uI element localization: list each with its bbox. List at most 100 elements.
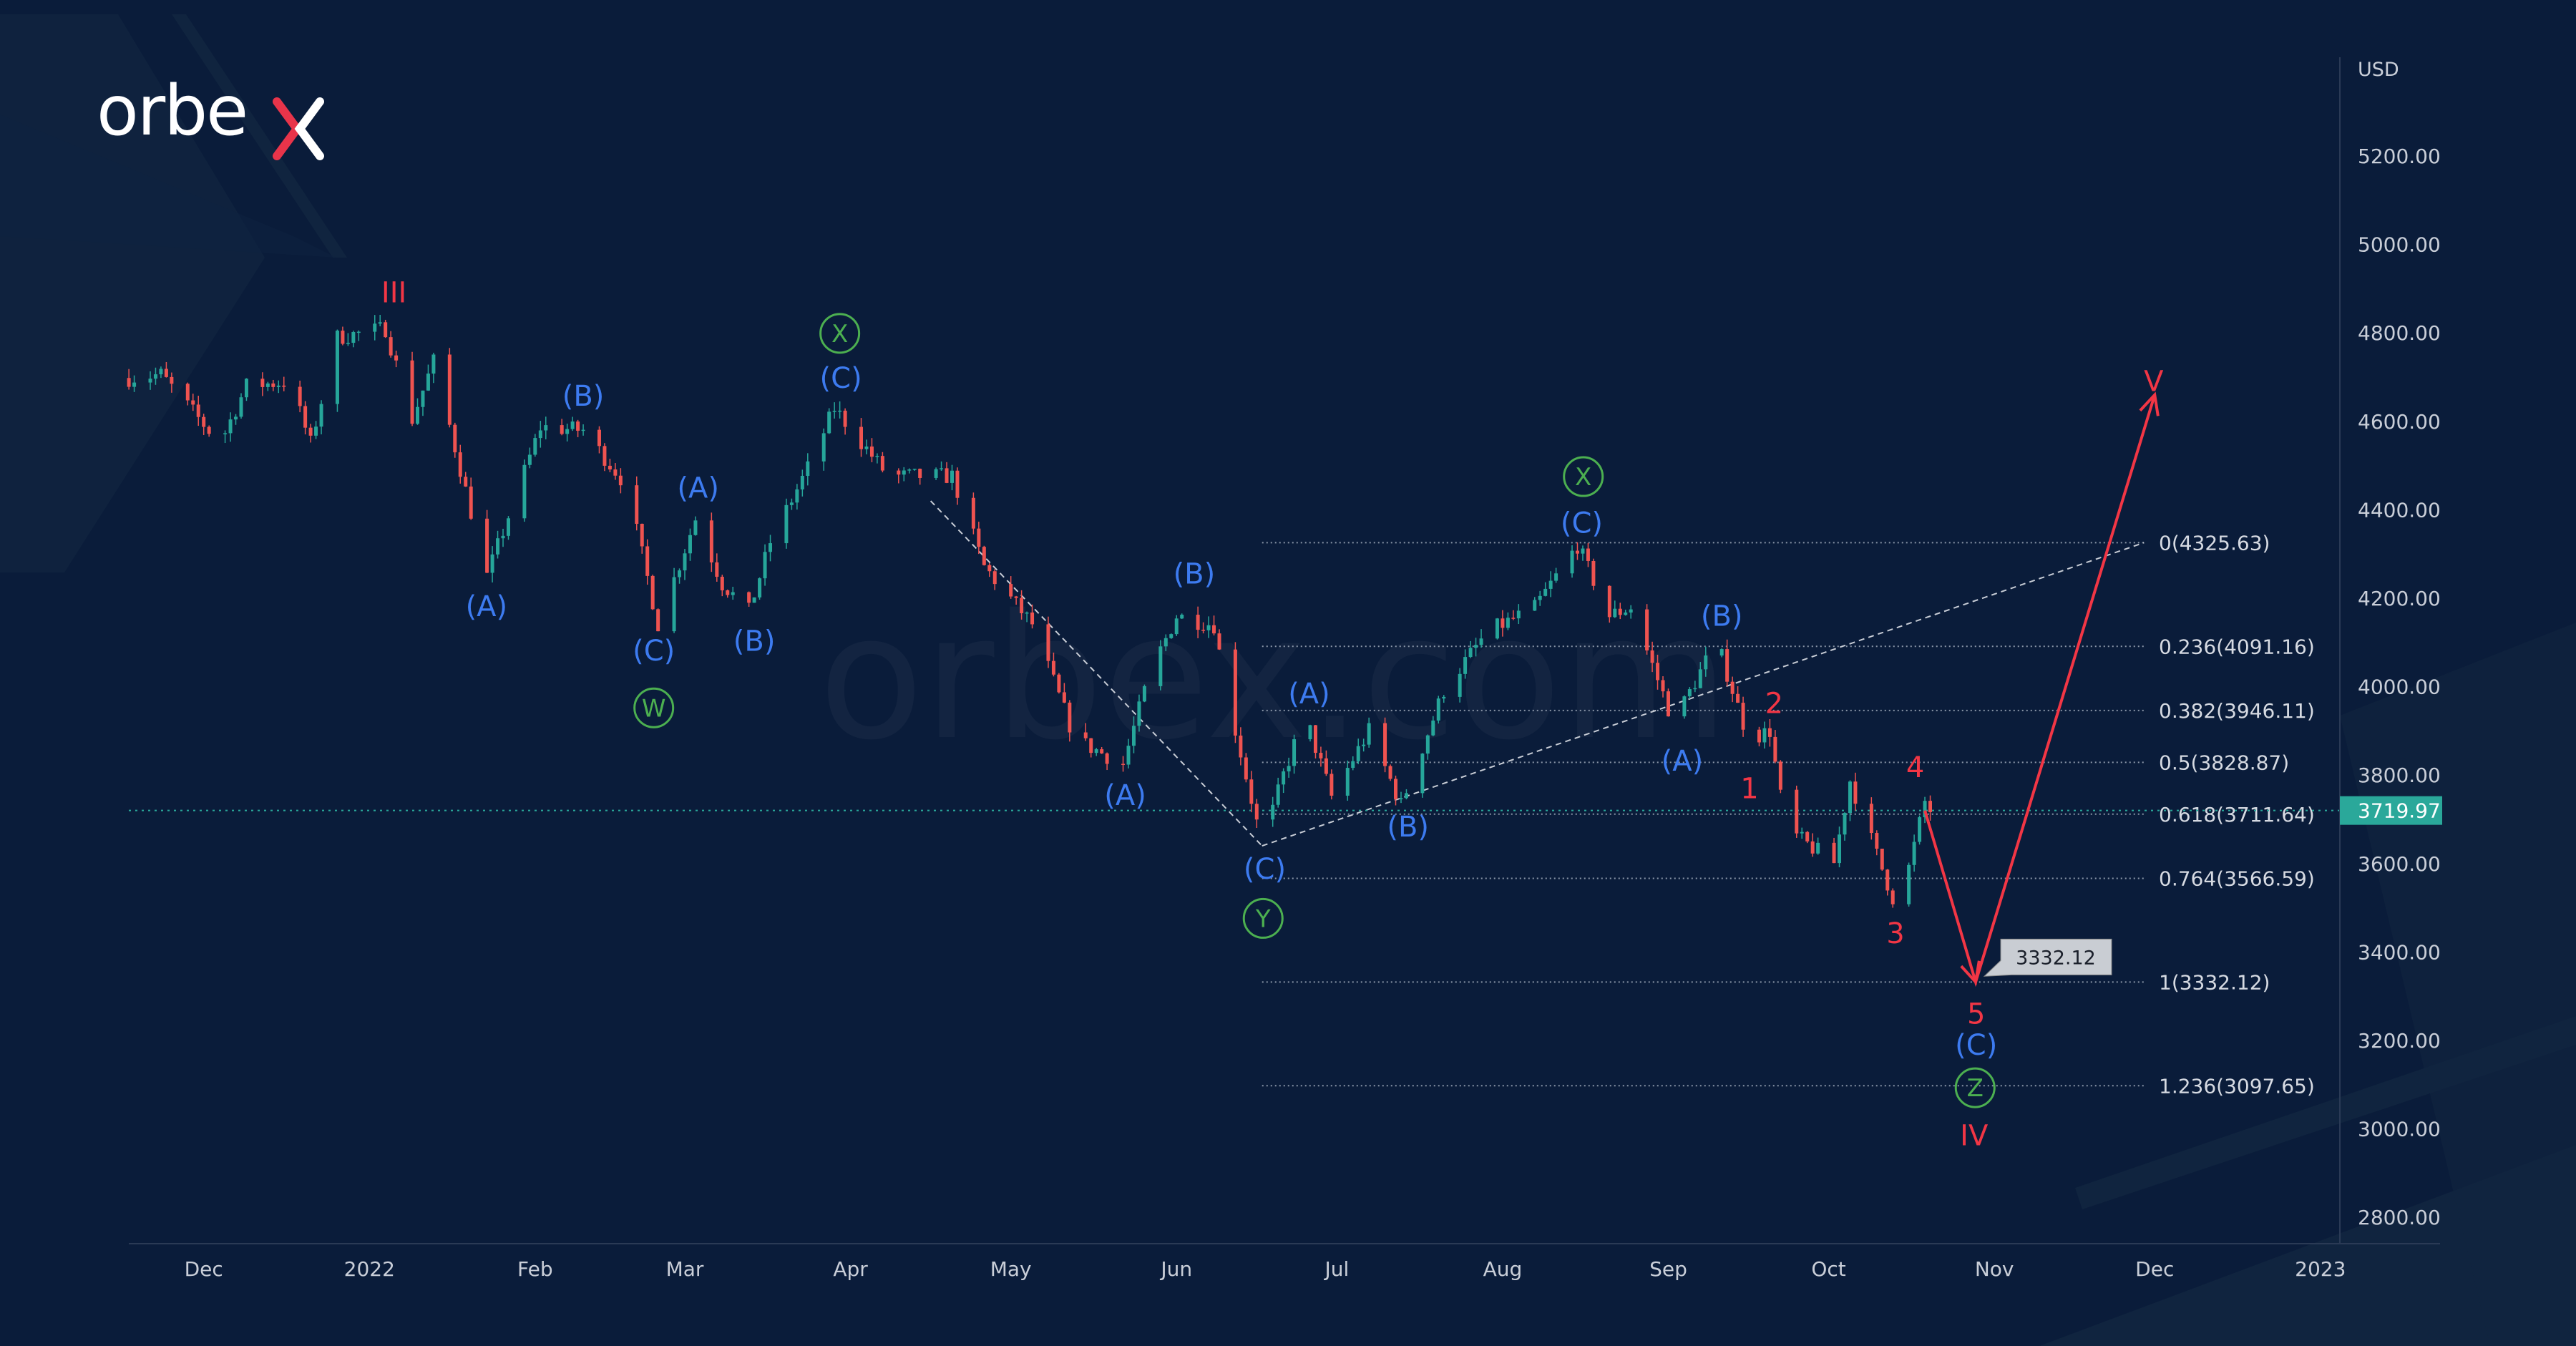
fib-level-label: 1.236(3097.65) xyxy=(2159,1074,2315,1098)
candle xyxy=(1163,634,1168,652)
wave-label-green: Y xyxy=(1242,897,1284,939)
candle-body xyxy=(282,385,286,387)
trend-lines[interactable] xyxy=(930,500,2145,847)
candle xyxy=(709,512,713,572)
candle-body xyxy=(795,489,799,503)
wave-label-blue: (C) xyxy=(1244,853,1286,886)
candle-body xyxy=(1693,688,1697,690)
candle-body xyxy=(522,464,527,519)
candle xyxy=(303,401,308,435)
fib-level-label: 0(4325.63) xyxy=(2159,531,2270,555)
candle-body xyxy=(560,425,564,434)
x-tick-label: Nov xyxy=(1975,1257,2014,1281)
time-axis[interactable]: Dec 2022 Feb Mar Apr May Jun Jul Aug Sep Oct Nov Dec… xyxy=(129,1243,2440,1281)
candle-body xyxy=(731,592,735,595)
candle xyxy=(977,522,981,555)
candle xyxy=(244,378,248,401)
wave-label-text: V xyxy=(2144,366,2164,399)
candle xyxy=(458,444,462,484)
forecast-arrows[interactable]: 3332.12 xyxy=(1923,391,2160,987)
candle xyxy=(1875,830,1879,856)
candle xyxy=(1928,795,1933,821)
candle xyxy=(341,326,345,346)
candle-body xyxy=(613,469,618,476)
candle xyxy=(1880,848,1884,871)
candle-body xyxy=(234,416,238,420)
wave-label-blue: (A) xyxy=(1662,745,1704,778)
candle-body xyxy=(1923,801,1927,818)
y-tick-label: 3400.00 xyxy=(2358,940,2441,964)
candle xyxy=(1548,571,1553,598)
candle-body xyxy=(1394,779,1398,799)
candle-body xyxy=(1313,725,1317,754)
candle-body xyxy=(1741,703,1745,730)
candle-body xyxy=(763,552,767,579)
wave-label-text: (C) xyxy=(1955,1029,1997,1062)
candle-body xyxy=(1661,680,1665,692)
candle xyxy=(843,408,847,435)
candle-body xyxy=(1912,842,1916,865)
candle-body xyxy=(1848,781,1852,814)
candle xyxy=(153,367,157,385)
candle xyxy=(533,434,537,457)
candle-body xyxy=(1719,649,1724,656)
candle xyxy=(1388,764,1392,781)
wave-label-text: X xyxy=(831,320,848,348)
dashed-trend-line[interactable] xyxy=(1262,542,2145,847)
candle-body xyxy=(132,382,137,387)
candle-body xyxy=(127,378,131,387)
wave-label-text: (C) xyxy=(1244,853,1286,886)
candle xyxy=(608,459,612,472)
candle xyxy=(1212,615,1216,635)
candle-body xyxy=(260,379,265,387)
candle-body xyxy=(1014,596,1018,598)
candle xyxy=(453,422,457,458)
candle-body xyxy=(683,553,687,571)
candle-body xyxy=(228,419,233,434)
candle xyxy=(683,549,687,580)
candle xyxy=(1404,789,1408,800)
candle xyxy=(185,382,190,406)
candle xyxy=(971,492,975,535)
candle xyxy=(196,396,200,426)
candle-body xyxy=(1330,774,1334,796)
candle xyxy=(1656,654,1660,690)
candle-body xyxy=(1249,779,1254,804)
candle xyxy=(1624,610,1628,616)
wave-label-text: W xyxy=(642,694,666,723)
candle xyxy=(1436,696,1440,724)
candle xyxy=(1885,869,1890,896)
fibonacci-retracement[interactable]: 0(4325.63) 0.236(4091.16) 0.382(3946.11) 0.… xyxy=(1262,531,2315,1098)
wave-label-green: X xyxy=(819,313,861,354)
candle xyxy=(672,567,676,633)
candle xyxy=(1773,730,1777,764)
y-tick-label: 4200.00 xyxy=(2358,587,2441,610)
wave-label-text: Z xyxy=(1967,1074,1984,1103)
candle-body xyxy=(1928,801,1933,812)
candle-body xyxy=(1533,600,1537,611)
candle-body xyxy=(800,475,804,489)
candle-body xyxy=(843,410,847,427)
candle xyxy=(945,462,949,484)
candle-body xyxy=(1436,698,1440,721)
wave-label-blue: (B) xyxy=(733,625,776,658)
candle-body xyxy=(170,376,174,384)
candle xyxy=(1458,668,1462,703)
candle xyxy=(1805,831,1810,844)
candle xyxy=(1105,752,1109,771)
price-axis[interactable]: USD 2800.00 3000.00 3200.00 3400.00 3600.00 3… xyxy=(2339,57,2441,1244)
wave-label-text: 1 xyxy=(1740,773,1758,806)
candle-body xyxy=(784,504,789,544)
candle xyxy=(1206,616,1211,638)
candle xyxy=(1736,686,1740,703)
candle-body xyxy=(1730,681,1735,694)
candle-body xyxy=(1843,813,1847,835)
candle-body xyxy=(319,404,323,427)
fib-level-label: 0.5(3828.87) xyxy=(2159,751,2289,774)
candle xyxy=(1698,662,1702,688)
wave-label-text: (A) xyxy=(1104,779,1146,812)
candle-body xyxy=(271,383,275,387)
candle xyxy=(1394,775,1398,806)
candle-body xyxy=(1875,833,1879,849)
